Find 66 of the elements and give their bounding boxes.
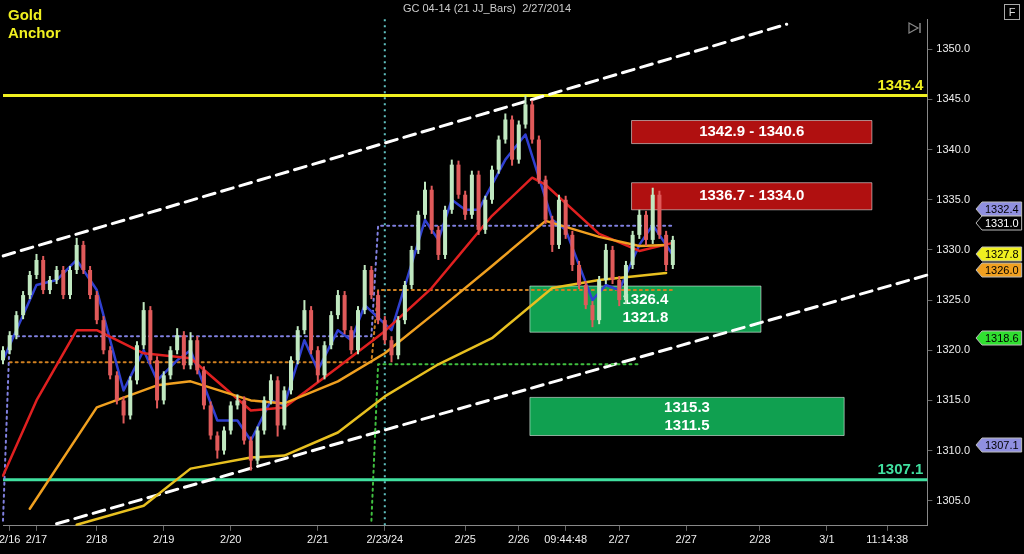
text: F [1004, 4, 1020, 20]
candlestick [268, 373, 273, 406]
band-label: 1342.9 - 1340.6 [699, 122, 805, 140]
candlestick [27, 270, 32, 301]
candlestick [463, 189, 468, 221]
candlestick [302, 299, 307, 336]
candlestick [577, 259, 582, 291]
y-tick-label: 1345.0 [936, 92, 971, 105]
text: 1332.4 [985, 203, 1019, 216]
band-label: 1336.7 - 1334.0 [699, 186, 805, 204]
candlestick [503, 112, 508, 145]
x-tick-label: 2/26 [508, 533, 530, 546]
candlestick [389, 335, 394, 364]
x-tick-label: 2/27 [608, 533, 630, 546]
x-tick-label: 2/16 [0, 533, 21, 546]
x-tick-label: 2/28 [749, 533, 771, 546]
y-tick-label: 1340.0 [936, 142, 971, 155]
x-tick-label: 11:14:38 [866, 533, 909, 546]
x-tick-label: 2/21 [307, 533, 329, 546]
ref-line-label: 1345.4 [877, 76, 924, 94]
y-tick-label: 1350.0 [936, 42, 971, 55]
text: 1327.8 [985, 248, 1019, 261]
candlestick [222, 425, 227, 456]
text: 1326.0 [985, 264, 1019, 277]
x-tick-label: 2/27 [675, 533, 697, 546]
text: 1318.6 [985, 332, 1019, 345]
candlestick [382, 315, 387, 346]
candlestick [47, 275, 52, 296]
candlestick [335, 289, 340, 321]
candlestick [637, 208, 642, 240]
chart-title: GC 04-14 (21 JJ_Bars) 2/27/2014 [402, 1, 572, 14]
y-tick-label: 1335.0 [936, 192, 971, 205]
x-tick-label: 2/19 [153, 533, 175, 546]
y-tick-label: 1330.0 [936, 242, 971, 255]
candlestick [7, 330, 12, 356]
annotation: Gold Anchor [8, 6, 61, 42]
y-tick-label: 1315.0 [936, 393, 971, 406]
x-tick-label: 2/17 [25, 533, 48, 546]
x-tick-label: 09:44:48 [544, 533, 588, 546]
candlestick [21, 290, 26, 321]
x-tick-label: 2/25 [454, 533, 476, 546]
candlestick [248, 435, 253, 472]
candlestick [121, 395, 126, 425]
x-tick-label: 2/20 [220, 533, 242, 546]
candlestick [590, 300, 595, 329]
ref-line-label: 1307.1 [877, 460, 924, 478]
y-tick-label: 1320.0 [936, 343, 971, 356]
text: 1331.0 [985, 217, 1019, 230]
x-tick-label: 2/18 [86, 533, 108, 546]
candlestick [14, 310, 19, 341]
candlestick [583, 280, 588, 311]
band-label: 1315.3 1311.5 [664, 397, 710, 433]
x-tick-label: 2/23/24 [366, 533, 404, 546]
candlestick [175, 327, 180, 356]
candlestick [54, 264, 59, 286]
x-tick-label: 3/1 [819, 533, 835, 546]
candlestick [34, 252, 39, 281]
y-tick-label: 1305.0 [936, 493, 971, 506]
candlestick [523, 94, 528, 130]
y-tick-label: 1325.0 [936, 293, 971, 306]
candlestick [215, 430, 220, 460]
text: 1307.1 [985, 439, 1019, 452]
candlestick [0, 345, 6, 366]
candlestick [349, 325, 354, 356]
y-tick-label: 1310.0 [936, 443, 971, 456]
candlestick [617, 275, 622, 308]
